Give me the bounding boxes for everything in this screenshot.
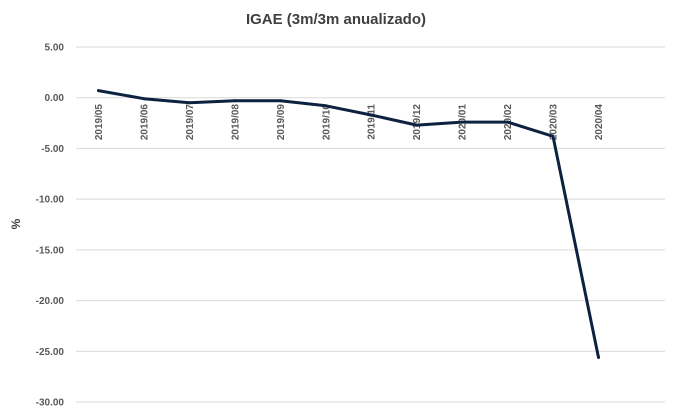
- y-tick-label: -15.00: [36, 245, 65, 256]
- data-point: [142, 97, 146, 101]
- grid-layer: [76, 46, 665, 403]
- x-tick-label: 2019/10: [321, 104, 332, 141]
- y-tick-label: -5.00: [41, 144, 64, 155]
- series-layer: [97, 89, 600, 359]
- y-tick-label: -10.00: [36, 195, 65, 206]
- y-tick-label: 0.00: [45, 93, 65, 104]
- chart-title: IGAE (3m/3m anualizado): [246, 11, 426, 28]
- data-point: [278, 99, 282, 103]
- data-point: [551, 134, 555, 138]
- x-tick-label: 2019/11: [367, 104, 378, 140]
- data-point: [187, 101, 191, 105]
- y-tick-layer: 5.00 0.00 -5.00 -10.00 -15.00 -20.00 -25.00 -30…: [36, 43, 65, 409]
- data-point: [97, 89, 100, 93]
- data-point: [597, 355, 600, 359]
- series-line: [97, 89, 600, 359]
- y-axis-label: %: [9, 218, 23, 229]
- x-tick-label: 2019/06: [139, 104, 150, 141]
- x-tick-label: 2020/03: [549, 104, 560, 141]
- x-tick-label: 2019/08: [230, 104, 241, 141]
- data-point: [460, 120, 464, 124]
- data-point: [369, 113, 373, 117]
- data-point: [415, 123, 419, 127]
- x-tick-label: 2019/07: [185, 104, 196, 141]
- x-tick-label: 2019/05: [94, 104, 105, 141]
- y-tick-label: -30.00: [36, 398, 65, 409]
- y-tick-label: -25.00: [36, 347, 65, 358]
- y-tick-label: -20.00: [36, 296, 65, 307]
- y-tick-label: 5.00: [45, 43, 65, 54]
- x-tick-label: 2020/04: [594, 104, 605, 141]
- data-point: [324, 104, 328, 108]
- data-point: [506, 120, 510, 124]
- data-point: [233, 99, 237, 103]
- x-tick-layer: 2019/05 2019/06 2019/07 2019/08 2019/09 2019/…: [94, 104, 605, 141]
- x-tick-label: 2019/12: [412, 104, 423, 141]
- x-tick-label: 2019/09: [276, 104, 287, 141]
